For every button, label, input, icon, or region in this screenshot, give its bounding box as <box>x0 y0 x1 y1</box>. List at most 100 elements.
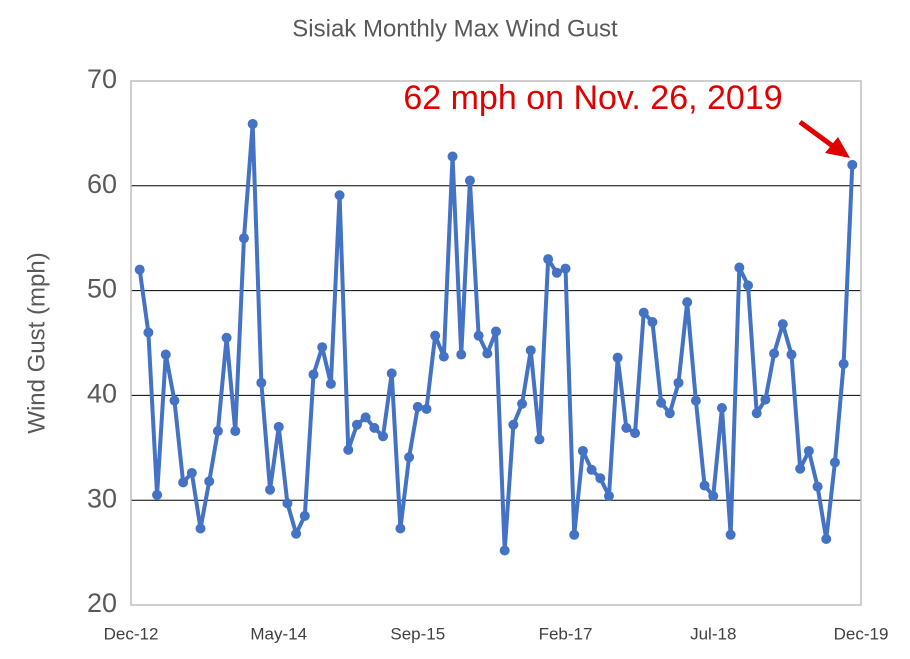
data-point <box>491 326 501 337</box>
data-point <box>238 233 249 244</box>
data-point <box>143 327 154 338</box>
data-point <box>812 481 823 492</box>
data-point <box>551 267 562 278</box>
data-point <box>751 408 762 419</box>
data-point <box>525 345 536 356</box>
data-point <box>560 263 571 274</box>
data-point <box>291 528 302 539</box>
x-tick-label: Dec-12 <box>104 624 159 643</box>
data-point <box>360 412 371 423</box>
x-tick-label: Sep-15 <box>390 624 445 643</box>
series <box>134 118 858 556</box>
y-tick-label: 40 <box>87 379 117 409</box>
plot-frame <box>130 80 862 606</box>
annotation: 62 mph on Nov. 26, 2019 <box>403 79 782 117</box>
data-point <box>673 377 684 388</box>
data-point <box>821 533 832 544</box>
data-point <box>247 118 258 129</box>
data-point <box>160 349 171 360</box>
data-point <box>725 529 736 540</box>
data-point <box>508 419 519 430</box>
data-point <box>134 264 145 275</box>
data-point <box>273 421 284 432</box>
data-point <box>186 467 197 478</box>
data-point <box>299 510 310 521</box>
data-point <box>656 397 667 408</box>
data-point <box>777 319 788 330</box>
data-point <box>708 491 719 502</box>
data-point <box>456 349 467 360</box>
data-point <box>682 297 693 308</box>
data-point <box>795 463 806 474</box>
data-point <box>743 280 754 291</box>
data-point <box>595 473 606 484</box>
data-point <box>621 422 632 433</box>
data-point <box>543 254 554 265</box>
data-point <box>369 422 380 433</box>
data-point <box>603 491 614 502</box>
data-point <box>803 445 814 456</box>
y-tick-label: 70 <box>87 64 117 94</box>
data-point <box>577 445 588 456</box>
y-tick-label: 60 <box>87 169 117 199</box>
data-point <box>152 489 163 500</box>
series-line <box>137 121 855 553</box>
y-tick-label: 30 <box>87 483 117 513</box>
data-point <box>786 349 797 360</box>
data-point <box>847 159 858 170</box>
data-point <box>412 401 423 412</box>
data-point <box>769 348 780 359</box>
data-point <box>473 330 484 341</box>
data-point <box>699 480 710 491</box>
data-point <box>195 523 206 534</box>
data-point <box>499 545 510 556</box>
data-point <box>647 317 658 328</box>
x-tick-label: Dec-19 <box>834 624 889 643</box>
y-tick-label: 20 <box>87 588 117 618</box>
data-point <box>586 464 597 475</box>
data-point <box>212 426 223 437</box>
data-point <box>612 352 623 363</box>
data-point <box>534 434 545 445</box>
data-point <box>230 426 241 437</box>
data-point <box>343 444 354 455</box>
data-point <box>317 342 328 353</box>
data-point <box>395 523 406 534</box>
data-point <box>308 369 319 380</box>
arrow-shaft <box>798 119 836 150</box>
annotation-arrow <box>798 119 850 158</box>
x-tick-label: Jul-18 <box>690 624 736 643</box>
data-point <box>204 476 215 487</box>
data-point <box>829 457 840 468</box>
x-tick-label: May-14 <box>250 624 307 643</box>
data-point <box>325 378 336 389</box>
data-point <box>716 402 727 413</box>
data-point <box>282 498 293 509</box>
data-point <box>734 262 745 273</box>
chart-title: Sisiak Monthly Max Wind Gust <box>292 15 618 42</box>
data-point <box>221 332 232 343</box>
x-tick-label: Feb-17 <box>539 624 593 643</box>
data-point <box>178 477 189 488</box>
data-point <box>638 307 649 318</box>
data-point <box>421 404 432 415</box>
data-point <box>378 431 389 442</box>
data-point <box>351 419 362 430</box>
data-point <box>464 175 475 186</box>
data-point <box>438 351 449 362</box>
data-point <box>760 394 771 405</box>
data-point <box>838 358 849 369</box>
arrow-head <box>825 137 850 158</box>
data-point <box>169 395 180 406</box>
data-point <box>404 452 415 463</box>
data-point <box>517 398 528 409</box>
data-point <box>430 330 441 341</box>
y-tick-label: 50 <box>87 274 117 304</box>
data-point <box>265 484 276 495</box>
data-point <box>447 151 458 162</box>
data-point <box>386 368 397 379</box>
data-point <box>256 377 267 388</box>
data-point <box>690 395 701 406</box>
data-point <box>482 348 493 359</box>
